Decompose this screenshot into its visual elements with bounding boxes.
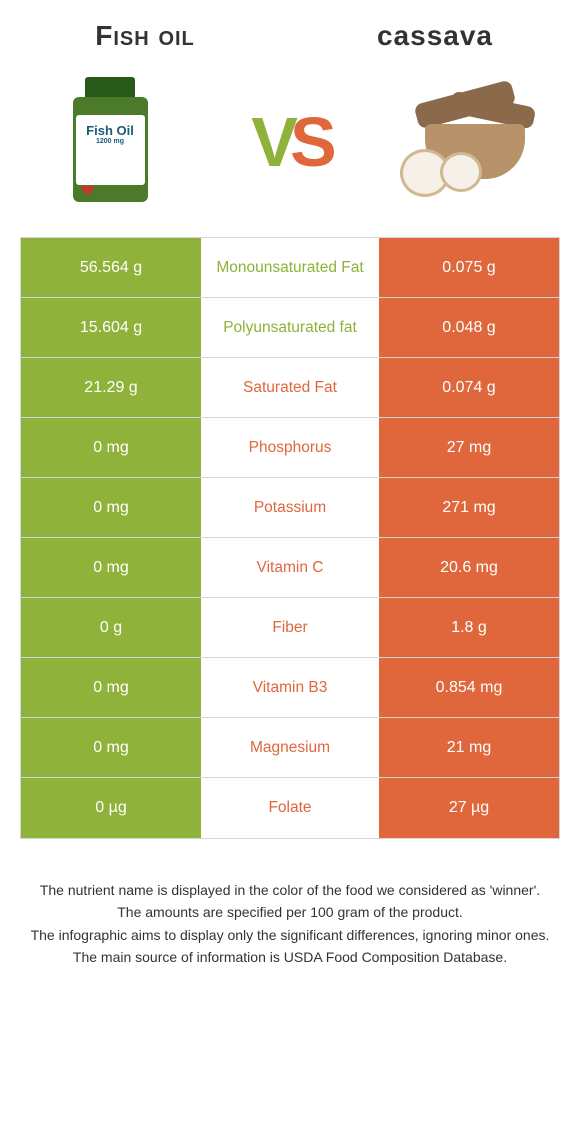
right-value: 20.6 mg [379,538,559,597]
right-product-image [390,72,550,212]
nutrient-name: Monounsaturated Fat [201,238,379,297]
right-value: 27 mg [379,418,559,477]
right-value: 0.075 g [379,238,559,297]
fish-oil-bottle-icon: Fish Oil 1200 mg [73,77,148,207]
table-row: 56.564 gMonounsaturated Fat0.075 g [21,238,559,298]
right-value: 1.8 g [379,598,559,657]
right-value: 21 mg [379,718,559,777]
nutrient-name: Magnesium [201,718,379,777]
left-product-image: Fish Oil 1200 mg [30,72,190,212]
nutrient-name: Vitamin C [201,538,379,597]
right-value: 0.854 mg [379,658,559,717]
left-value: 0 mg [21,418,201,477]
left-value: 15.604 g [21,298,201,357]
right-product-title: cassava [305,20,565,52]
table-row: 0 mgVitamin C20.6 mg [21,538,559,598]
cassava-icon [395,87,545,197]
left-value: 0 mg [21,718,201,777]
vs-label: VS [251,102,328,182]
table-row: 15.604 gPolyunsaturated fat0.048 g [21,298,559,358]
right-value: 0.048 g [379,298,559,357]
footer-line: The main source of information is USDA F… [30,946,550,968]
nutrient-name: Vitamin B3 [201,658,379,717]
images-row: Fish Oil 1200 mg VS [0,62,580,237]
nutrient-name: Phosphorus [201,418,379,477]
table-row: 0 mgPhosphorus27 mg [21,418,559,478]
nutrient-name: Saturated Fat [201,358,379,417]
table-row: 0 µgFolate27 µg [21,778,559,838]
right-value: 27 µg [379,778,559,838]
footer-line: The nutrient name is displayed in the co… [30,879,550,901]
nutrient-name: Folate [201,778,379,838]
left-value: 0 µg [21,778,201,838]
table-row: 0 mgPotassium271 mg [21,478,559,538]
footer-notes: The nutrient name is displayed in the co… [0,839,580,969]
footer-line: The infographic aims to display only the… [30,924,550,946]
table-row: 0 gFiber1.8 g [21,598,559,658]
left-value: 0 mg [21,478,201,537]
footer-line: The amounts are specified per 100 gram o… [30,901,550,923]
right-value: 271 mg [379,478,559,537]
table-row: 0 mgVitamin B30.854 mg [21,658,559,718]
left-value: 0 mg [21,538,201,597]
left-product-title: Fish oil [15,20,275,52]
nutrient-name: Fiber [201,598,379,657]
nutrient-name: Potassium [201,478,379,537]
left-value: 21.29 g [21,358,201,417]
right-value: 0.074 g [379,358,559,417]
table-row: 21.29 gSaturated Fat0.074 g [21,358,559,418]
nutrient-name: Polyunsaturated fat [201,298,379,357]
table-row: 0 mgMagnesium21 mg [21,718,559,778]
left-value: 56.564 g [21,238,201,297]
header: Fish oil cassava [0,0,580,62]
left-value: 0 g [21,598,201,657]
nutrient-table: 56.564 gMonounsaturated Fat0.075 g15.604… [20,237,560,839]
left-value: 0 mg [21,658,201,717]
